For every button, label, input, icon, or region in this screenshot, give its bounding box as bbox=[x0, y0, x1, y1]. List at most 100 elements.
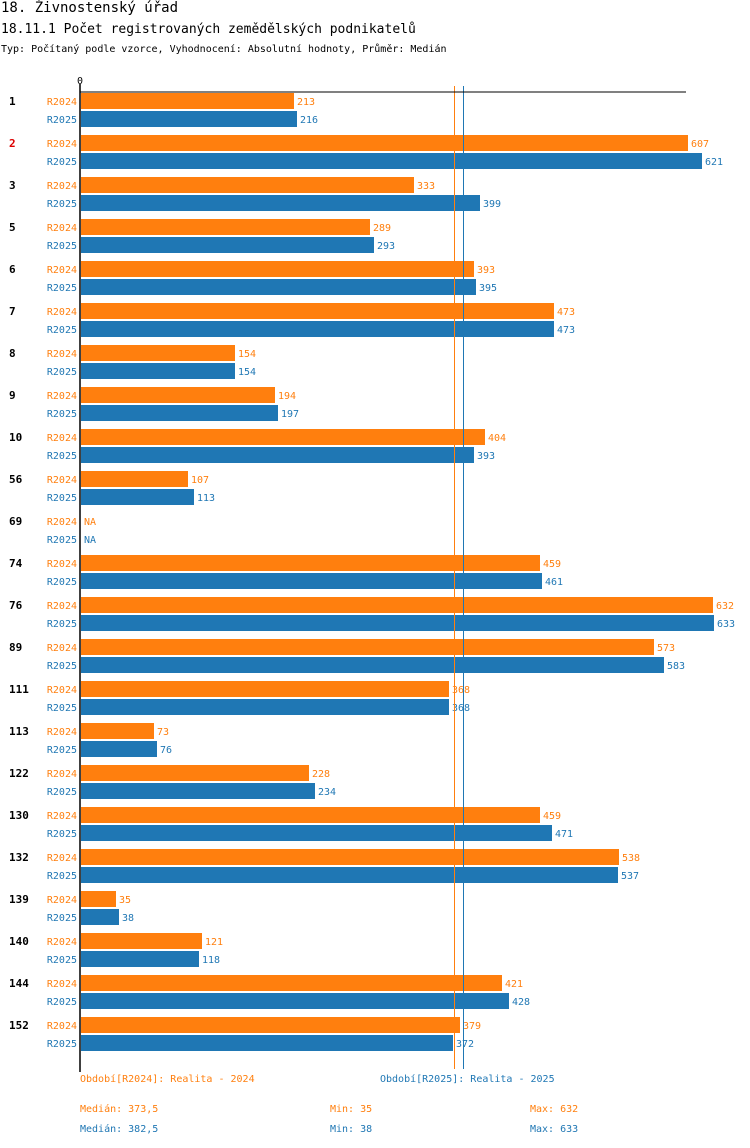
bar bbox=[81, 429, 485, 445]
series-label: R2024 bbox=[47, 727, 77, 738]
bar bbox=[81, 681, 449, 697]
data-label: 461 bbox=[545, 577, 563, 588]
series-label: R2024 bbox=[47, 895, 77, 906]
series-label: R2025 bbox=[47, 745, 77, 756]
category-label: 89 bbox=[9, 641, 22, 654]
bar bbox=[81, 177, 414, 193]
series-label: R2025 bbox=[47, 325, 77, 336]
series-label: R2025 bbox=[47, 787, 77, 798]
series-label: R2024 bbox=[47, 349, 77, 360]
series-label: R2024 bbox=[47, 265, 77, 276]
category-label: 140 bbox=[9, 935, 29, 948]
data-label: 372 bbox=[456, 1039, 474, 1050]
series-label: R2024 bbox=[47, 811, 77, 822]
legend-r2024-period: Období[R2024]: Realita - 2024 bbox=[80, 1074, 255, 1085]
series-label: R2024 bbox=[47, 97, 77, 108]
data-label: 538 bbox=[622, 853, 640, 864]
data-label: 35 bbox=[119, 895, 131, 906]
series-label: R2025 bbox=[47, 283, 77, 294]
bar bbox=[81, 111, 297, 127]
data-label: 393 bbox=[477, 451, 495, 462]
bar bbox=[81, 1035, 453, 1051]
series-label: R2025 bbox=[47, 955, 77, 966]
data-label: 228 bbox=[312, 769, 330, 780]
data-label: 333 bbox=[417, 181, 435, 192]
data-label: 38 bbox=[122, 913, 134, 924]
bar bbox=[81, 447, 474, 463]
series-label: R2025 bbox=[47, 661, 77, 672]
bar bbox=[81, 765, 309, 781]
bar bbox=[81, 237, 374, 253]
bar bbox=[81, 951, 199, 967]
category-label: 9 bbox=[9, 389, 16, 402]
data-label: 459 bbox=[543, 559, 561, 570]
bar bbox=[81, 405, 278, 421]
series-label: R2025 bbox=[47, 871, 77, 882]
category-label: 76 bbox=[9, 599, 23, 612]
data-label: 107 bbox=[191, 475, 209, 486]
bar bbox=[81, 93, 294, 109]
bar bbox=[81, 867, 618, 883]
bar bbox=[81, 639, 654, 655]
data-label: 421 bbox=[505, 979, 523, 990]
bar bbox=[81, 219, 370, 235]
series-label: R2025 bbox=[47, 535, 77, 546]
data-label: 73 bbox=[157, 727, 169, 738]
data-label: 393 bbox=[477, 265, 495, 276]
series-label: R2024 bbox=[47, 433, 77, 444]
data-label: 621 bbox=[705, 157, 723, 168]
series-label: R2025 bbox=[47, 703, 77, 714]
series-label: R2024 bbox=[47, 391, 77, 402]
bar bbox=[81, 279, 476, 295]
category-label: 5 bbox=[9, 221, 16, 234]
series-label: R2024 bbox=[47, 937, 77, 948]
data-label: 293 bbox=[377, 241, 395, 252]
series-label: R2025 bbox=[47, 577, 77, 588]
series-label: R2025 bbox=[47, 619, 77, 630]
category-label: 113 bbox=[9, 725, 29, 738]
bar bbox=[81, 471, 188, 487]
series-label: R2024 bbox=[47, 601, 77, 612]
series-label: R2025 bbox=[47, 241, 77, 252]
bar bbox=[81, 741, 157, 757]
bar bbox=[81, 363, 235, 379]
series-label: R2024 bbox=[47, 139, 77, 150]
bar bbox=[81, 657, 664, 673]
data-label: 76 bbox=[160, 745, 172, 756]
series-label: R2024 bbox=[47, 517, 77, 528]
data-label: 399 bbox=[483, 199, 501, 210]
series-label: R2025 bbox=[47, 409, 77, 420]
series-label: R2025 bbox=[47, 1039, 77, 1050]
series-label: R2024 bbox=[47, 979, 77, 990]
data-label: 118 bbox=[202, 955, 220, 966]
bar bbox=[81, 891, 116, 907]
bar bbox=[81, 153, 702, 169]
bar bbox=[81, 387, 275, 403]
bar bbox=[81, 135, 688, 151]
page-title: 18. Živnostenský úřad bbox=[1, 0, 179, 16]
series-label: R2025 bbox=[47, 997, 77, 1008]
x-axis-zero-label: 0 bbox=[77, 76, 83, 87]
category-label: 69 bbox=[9, 515, 22, 528]
bar bbox=[81, 783, 315, 799]
series-label: R2024 bbox=[47, 475, 77, 486]
data-label: 583 bbox=[667, 661, 685, 672]
category-label: 139 bbox=[9, 893, 29, 906]
data-label: 234 bbox=[318, 787, 336, 798]
bar bbox=[81, 195, 480, 211]
bar bbox=[81, 573, 542, 589]
series-label: R2024 bbox=[47, 643, 77, 654]
legend-r2025-median: Medián: 382,5 bbox=[80, 1124, 159, 1135]
series-label: R2025 bbox=[47, 367, 77, 378]
category-label: 144 bbox=[9, 977, 29, 990]
series-label: R2024 bbox=[47, 223, 77, 234]
data-label: 154 bbox=[238, 349, 256, 360]
chart-title: 18.11.1 Počet registrovaných zemědělskýc… bbox=[1, 22, 416, 37]
series-label: R2025 bbox=[47, 451, 77, 462]
bar bbox=[81, 303, 554, 319]
data-label: 368 bbox=[452, 703, 470, 714]
legend-r2024-max: Max: 632 bbox=[530, 1104, 579, 1115]
data-label: 213 bbox=[297, 97, 315, 108]
data-label: 395 bbox=[479, 283, 497, 294]
